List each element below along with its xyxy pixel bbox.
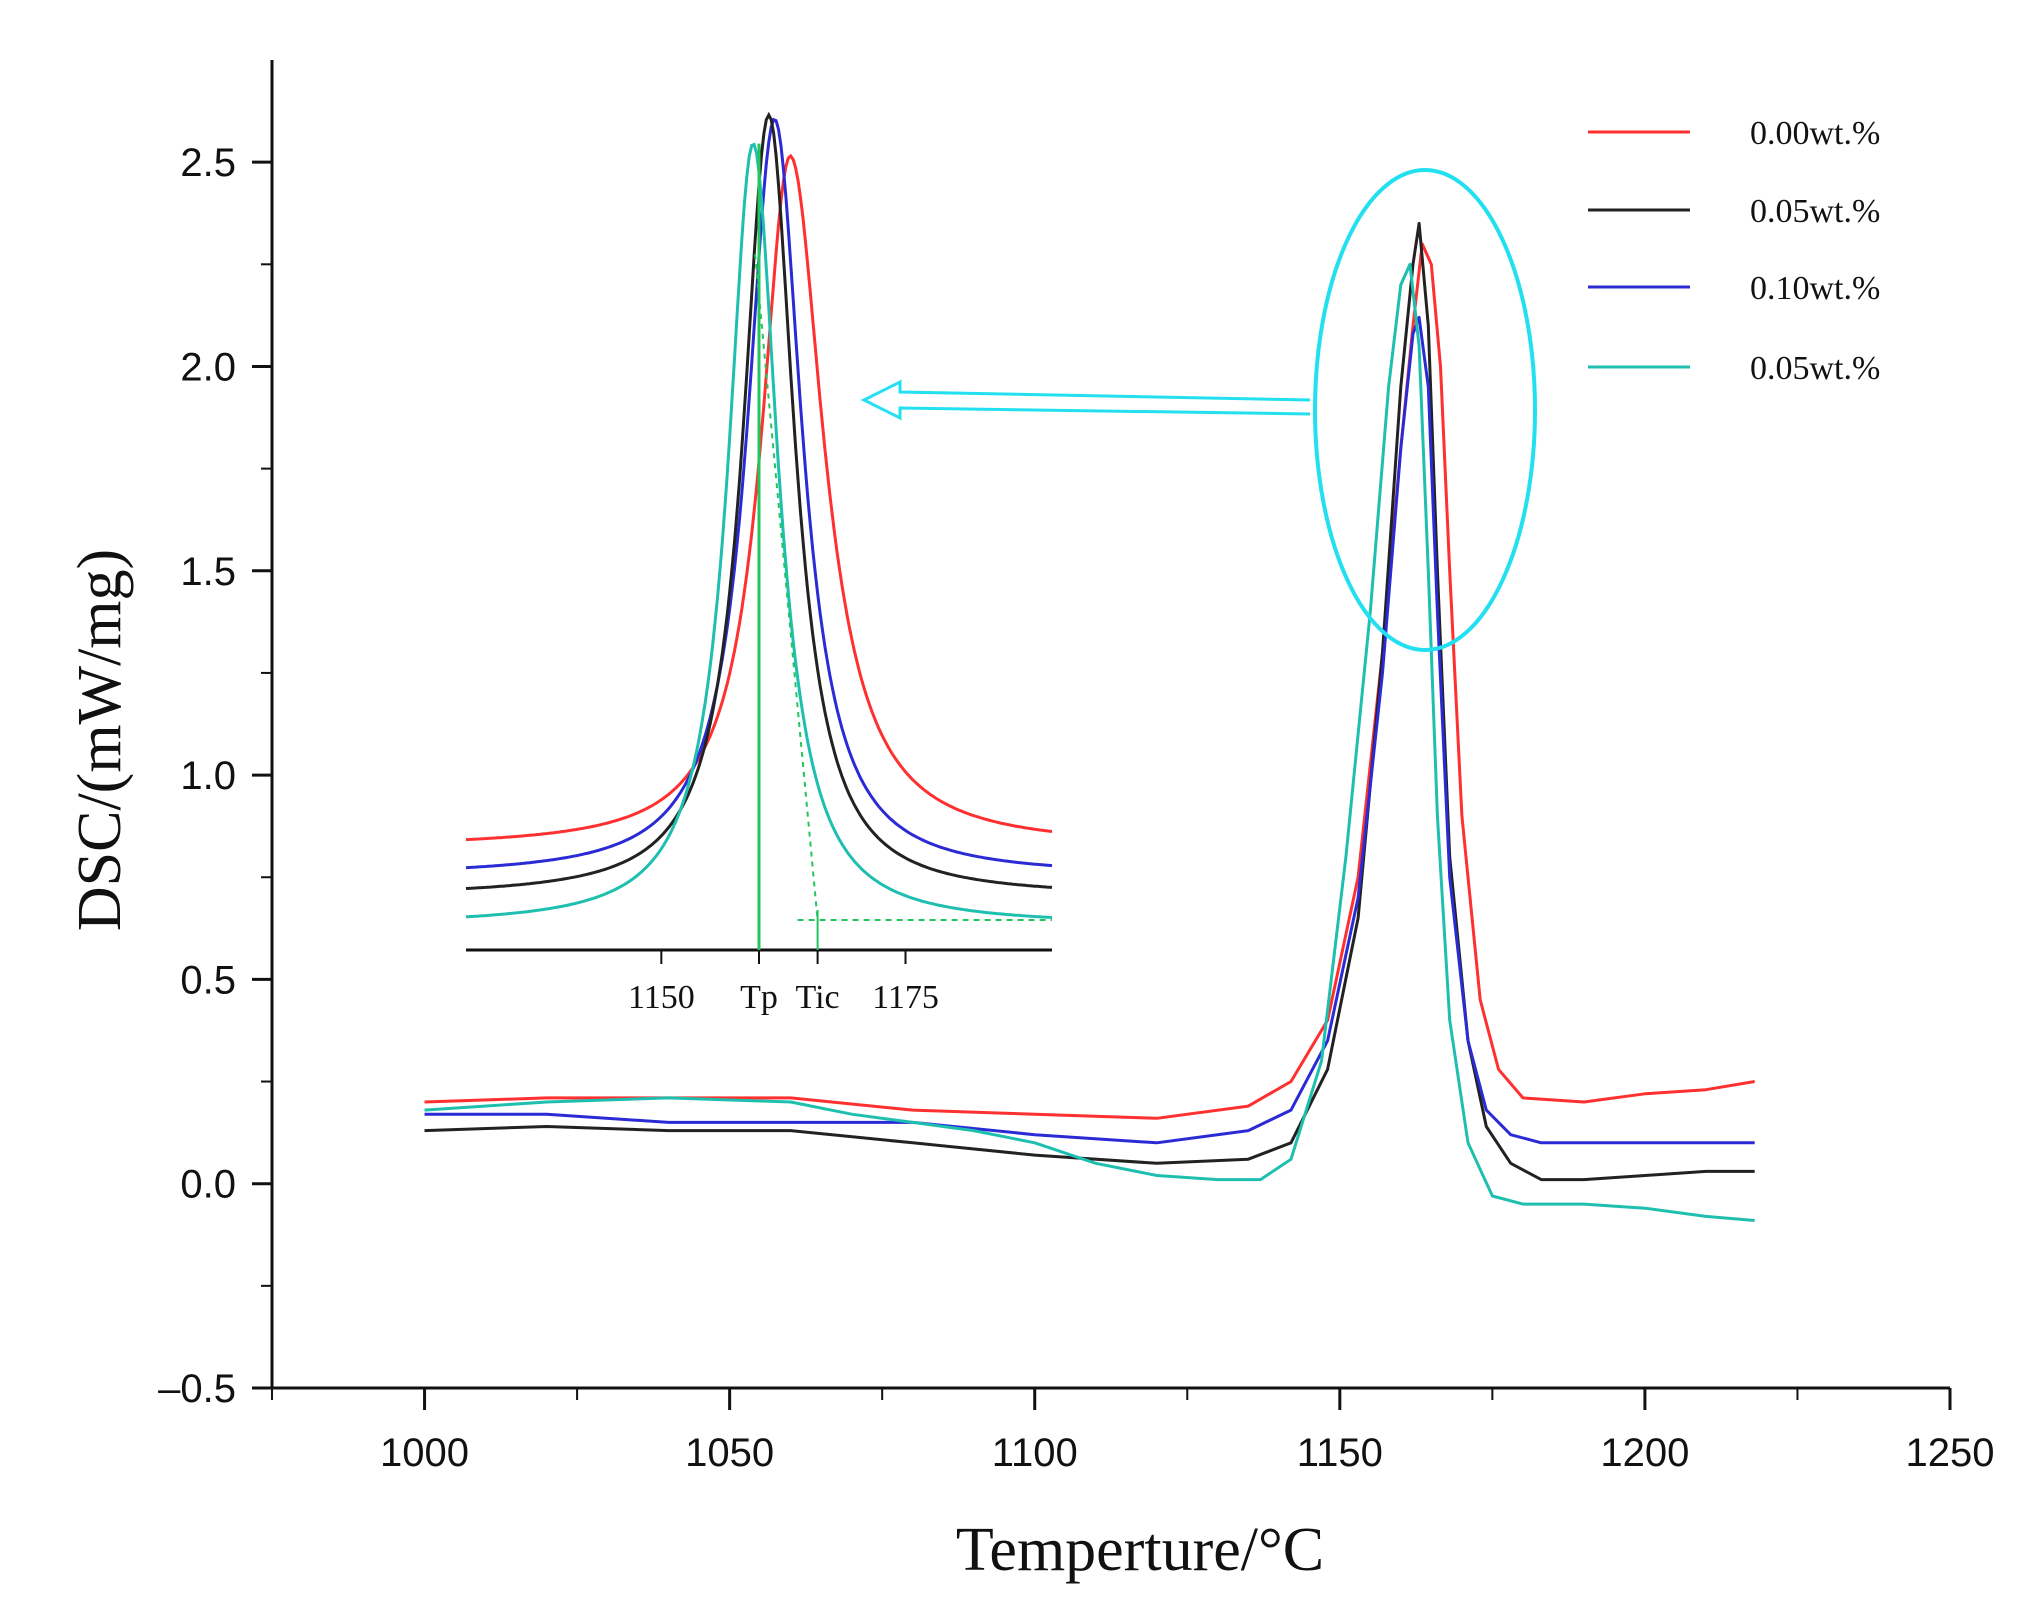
tangent-line — [754, 254, 819, 921]
x-tick-label: 1150 — [1297, 1431, 1383, 1475]
x-tick-label: 1100 — [992, 1431, 1078, 1475]
legend-label: 0.00wt.% — [1750, 115, 1880, 152]
y-tick-label: 2.0 — [180, 345, 236, 389]
legend-label: 0.10wt.% — [1750, 270, 1880, 307]
inset-tick-label: Tp — [740, 979, 778, 1016]
y-tick-label: 0.5 — [180, 958, 236, 1002]
zoom-arrow — [860, 379, 1311, 421]
x-tick-label: 1250 — [1906, 1431, 1995, 1475]
inset-tick-label: Tic — [796, 979, 840, 1016]
inset-tick-label: 1175 — [872, 979, 939, 1016]
x-tick-label: 1000 — [380, 1431, 469, 1475]
x-tick-label: 1200 — [1600, 1431, 1689, 1475]
series-group — [424, 168, 1755, 1222]
legend-label: 0.05wt.% — [1750, 193, 1880, 230]
inset-tick-label: 1150 — [628, 979, 695, 1016]
series-line-0 — [424, 242, 1755, 1120]
y-tick-label: 0.0 — [180, 1163, 236, 1207]
y-tick-label: 1.0 — [180, 754, 236, 798]
y-tick-label: 2.5 — [180, 141, 236, 185]
legend: 0.00wt.% 0.05wt.% 0.10wt.% 0.05wt.% — [1588, 115, 1880, 387]
inset-zoom: 1150 Tp Tic 1175 — [465, 111, 1053, 1016]
series-line-3 — [424, 262, 1755, 1222]
series-line-2 — [424, 315, 1755, 1145]
x-axis-title: Temperture/°C — [956, 1516, 1324, 1584]
axes: 1000 1050 1100 1150 1200 1250 –0.5 0.0 0.5 1.0 1.5… — [158, 60, 1994, 1475]
y-tick-label: –0.5 — [158, 1367, 236, 1411]
y-axis-title: DSC/(mW/mg) — [66, 549, 134, 931]
peak-highlight-ellipse — [1313, 168, 1537, 652]
x-tick-label: 1050 — [685, 1431, 774, 1475]
y-tick-label: 1.5 — [180, 550, 236, 594]
legend-label: 0.05wt.% — [1750, 350, 1880, 387]
series-line-1 — [424, 221, 1755, 1182]
